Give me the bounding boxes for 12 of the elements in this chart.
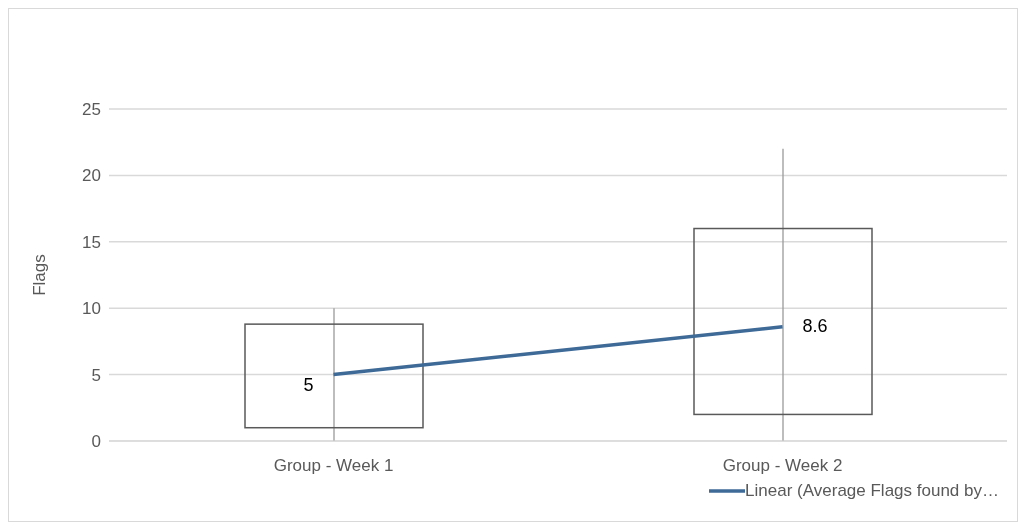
legend-label: Linear (Average Flags found by…: [744, 481, 999, 501]
x-tick-label: Group - Week 1: [273, 456, 394, 476]
y-axis-title: Flags: [30, 254, 50, 296]
data-label: 5: [303, 375, 314, 396]
x-tick-label: Group - Week 2: [722, 456, 843, 476]
y-tick-label: 10: [82, 299, 101, 319]
y-tick-label: 15: [82, 232, 101, 252]
y-tick-label: 5: [91, 365, 101, 385]
y-tick-label: 0: [91, 432, 101, 452]
y-tick-label: 20: [82, 166, 101, 186]
data-label: 8.6: [802, 315, 828, 336]
y-tick-label: 25: [82, 100, 101, 120]
